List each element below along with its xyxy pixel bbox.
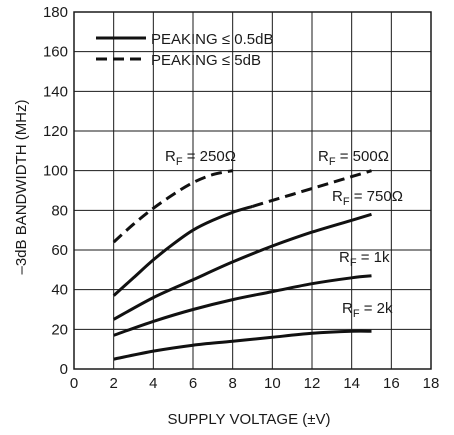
x-tick-label: 12: [304, 375, 321, 392]
series-line-0: [112, 169, 233, 244]
curve-label-rf-750: RF = 750Ω: [332, 188, 403, 208]
y-tick-label: 180: [43, 4, 68, 21]
series-line-4: [113, 274, 372, 337]
series-lines: [112, 169, 372, 361]
y-tick-label: 20: [51, 321, 68, 338]
y-tick-label: 60: [51, 242, 68, 259]
curve-label-rf-2k: RF = 2k: [342, 300, 393, 320]
x-tick-label: 16: [383, 375, 400, 392]
x-tick-label: 18: [423, 375, 440, 392]
x-tick-label: 14: [343, 375, 360, 392]
x-tick-label: 6: [189, 375, 197, 392]
plot-frame: [73, 11, 432, 370]
x-tick-label: 8: [228, 375, 236, 392]
series-line-3: [112, 212, 372, 321]
x-tick-label: 10: [264, 375, 281, 392]
legend-solid-label: PEAKING ≤ 0.5dB: [151, 31, 273, 48]
y-tick-label: 80: [51, 202, 68, 219]
grid: [73, 11, 432, 370]
series-line-2: [252, 169, 372, 208]
curve-label-rf-250: RF = 250Ω: [165, 148, 236, 168]
legend: PEAKING ≤ 0.5dB PEAKING ≤ 5dB: [96, 31, 273, 69]
y-tick-label: 0: [60, 361, 68, 378]
curve-label-rf-1k: RF = 1k: [339, 249, 390, 269]
legend-dashed-label: PEAKING ≤ 5dB: [151, 52, 261, 69]
curve-labels: RF = 250Ω RF = 500Ω RF = 750Ω RF = 1k RF…: [165, 148, 403, 320]
x-tick-label: 4: [149, 375, 157, 392]
y-tick-label: 40: [51, 282, 68, 299]
series-line-5: [113, 329, 372, 361]
y-tick-label: 100: [43, 163, 68, 180]
series-line-1: [112, 204, 253, 297]
y-tick-label: 160: [43, 44, 68, 61]
x-axis-label: SUPPLY VOLTAGE (±V): [167, 411, 330, 428]
y-axis-label: –3dB BANDWIDTH (MHz): [13, 99, 30, 274]
y-tick-label: 140: [43, 83, 68, 100]
x-tick-labels: 0 2 4 6 8 10 12 14 16 18: [70, 375, 440, 392]
x-tick-label: 2: [109, 375, 117, 392]
x-tick-label: 0: [70, 375, 78, 392]
curve-label-rf-500: RF = 500Ω: [318, 148, 389, 168]
y-tick-labels: 0 20 40 60 80 100 120 140 160 180: [43, 4, 68, 378]
y-tick-label: 120: [43, 123, 68, 140]
